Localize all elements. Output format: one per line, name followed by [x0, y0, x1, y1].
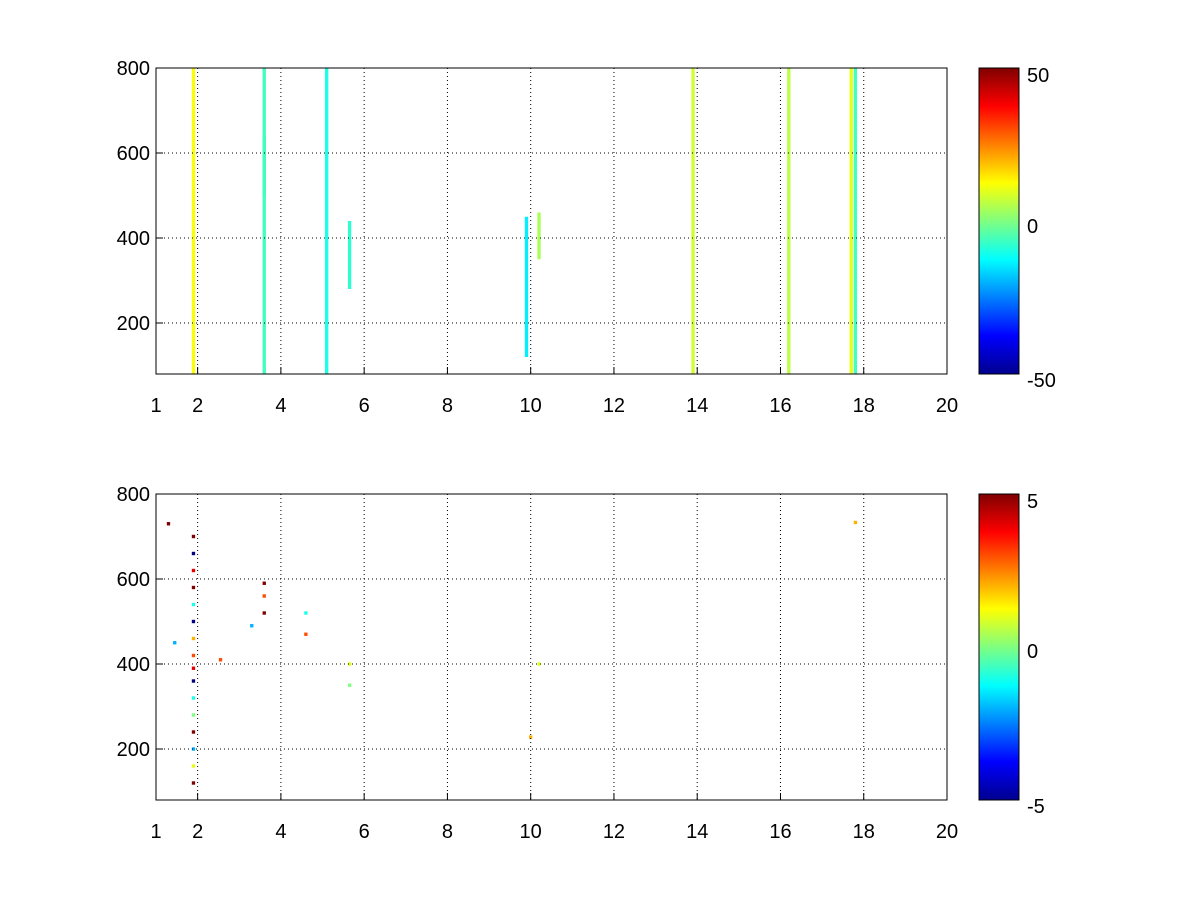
heatmap-top-x-ticks: 1 2 4 6 8 10 12 14 16 18 20 [150, 367, 958, 417]
heatmap-cell [191, 713, 196, 717]
x-tick-label: 12 [603, 395, 625, 417]
heatmap-bottom-y-ticks: 200 400 600 800 [117, 484, 163, 761]
x-tick-label: 16 [769, 395, 791, 417]
heatmap-top-axes-box [155, 67, 948, 375]
colorbar-bottom-label-min: -5 [1027, 796, 1045, 818]
heatmap-cell [304, 611, 308, 615]
heatmap-cell [524, 216, 529, 357]
colorbar-top-gradient [978, 67, 1020, 375]
x-tick-label: 6 [359, 821, 370, 843]
heatmap-top-cells [191, 68, 858, 374]
y-tick-label: 600 [117, 569, 150, 591]
heatmap-top-grid [156, 67, 947, 374]
y-tick-label: 800 [117, 58, 150, 80]
heatmap-cell [191, 68, 196, 374]
y-tick-label: 200 [117, 313, 150, 335]
y-tick-label: 200 [117, 739, 150, 761]
heatmap-cell [347, 662, 352, 666]
heatmap-cell [191, 679, 196, 683]
x-tick-label: 10 [520, 821, 542, 843]
heatmap-bottom-x-ticks: 1 2 4 6 8 10 12 14 16 18 20 [150, 793, 958, 843]
y-tick-label: 600 [117, 143, 150, 165]
x-tick-label: 16 [769, 821, 791, 843]
x-tick-label: 4 [275, 821, 286, 843]
x-tick-label: 14 [686, 395, 708, 417]
x-tick-label: 14 [686, 821, 708, 843]
x-tick-label: 18 [853, 821, 875, 843]
heatmap-cell [173, 641, 177, 645]
heatmap-cell [191, 653, 196, 658]
heatmap-cell [191, 636, 196, 641]
heatmap-cell [191, 568, 196, 573]
heatmap-cell [849, 68, 853, 374]
x-tick-label: 2 [192, 821, 203, 843]
heatmap-cell [191, 696, 196, 700]
heatmap-cell [191, 534, 196, 539]
heatmap-cell [262, 68, 266, 374]
heatmap-cell [262, 581, 266, 585]
heatmap-cell [262, 611, 266, 615]
heatmap-cell [191, 747, 196, 751]
heatmap-cell [191, 585, 196, 590]
heatmap-cell [250, 624, 254, 628]
colorbar-top-label-mid: 0 [1027, 216, 1038, 238]
heatmap-cell [853, 68, 858, 374]
y-tick-label: 800 [117, 484, 150, 506]
heatmap-cell [262, 594, 266, 598]
x-tick-label: 4 [275, 395, 286, 417]
x-tick-label: 18 [853, 395, 875, 417]
x-tick-label: 10 [520, 395, 542, 417]
x-tick-label: 20 [936, 821, 958, 843]
heatmap-cell [853, 520, 858, 525]
x-tick-label: 1 [150, 395, 161, 417]
x-tick-label: 6 [359, 395, 370, 417]
x-tick-label: 20 [936, 395, 958, 417]
heatmap-cell [166, 522, 171, 526]
x-tick-label: 2 [192, 395, 203, 417]
heatmap-cell [691, 68, 695, 374]
colorbar-top-label-min: -50 [1027, 370, 1056, 392]
heatmap-cell [537, 662, 541, 666]
heatmap-cell [304, 632, 308, 636]
colorbar-bottom-label-max: 5 [1027, 491, 1038, 513]
colorbar-top: 50 0 -50 [978, 65, 1056, 392]
heatmap-cell [325, 68, 329, 374]
heatmap-cell [191, 666, 196, 670]
heatmap-cell [787, 68, 791, 374]
heatmap-cell [191, 781, 196, 785]
heatmap-cell [191, 551, 196, 556]
heatmap-cell [537, 212, 541, 260]
heatmap-bottom-grid [156, 493, 947, 800]
heatmap-cell [347, 683, 352, 687]
heatmap-cell [191, 619, 196, 624]
x-tick-label: 1 [150, 821, 161, 843]
colorbar-top-label-max: 50 [1027, 65, 1049, 87]
heatmap-cell [191, 602, 196, 607]
x-tick-label: 8 [442, 395, 453, 417]
heatmap-cell [191, 730, 196, 734]
heatmap-cell [347, 221, 352, 289]
heatmap-cell [191, 764, 196, 768]
heatmap-cell [218, 658, 223, 662]
x-tick-label: 8 [442, 821, 453, 843]
heatmap-bottom-cells [166, 520, 858, 785]
y-tick-label: 400 [117, 228, 150, 250]
colorbar-bottom-gradient [978, 493, 1020, 801]
y-tick-label: 400 [117, 654, 150, 676]
colorbar-bottom: 5 0 -5 [978, 491, 1045, 818]
x-tick-label: 12 [603, 821, 625, 843]
heatmap-cell [529, 735, 533, 739]
heatmap-bottom-axes-box [155, 493, 948, 801]
colorbar-bottom-label-mid: 0 [1027, 641, 1038, 663]
heatmap-top-y-ticks: 200 400 600 800 [117, 58, 163, 335]
